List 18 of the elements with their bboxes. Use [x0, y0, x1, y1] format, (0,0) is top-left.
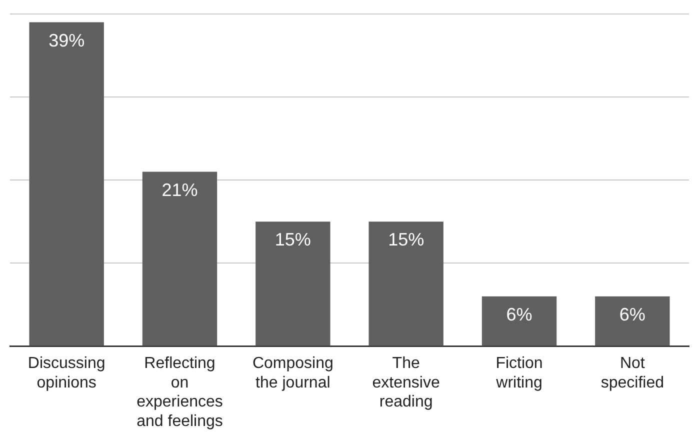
x-tick-label: Discussing opinions — [28, 355, 106, 392]
data-label: 39% — [48, 30, 85, 50]
x-tick-label: Reflecting on experiences and feelings — [136, 355, 223, 430]
bar — [29, 22, 104, 346]
bar — [368, 222, 444, 346]
bar — [142, 172, 218, 346]
data-label: 15% — [274, 230, 311, 250]
bar — [482, 296, 557, 346]
x-tick-label: Fiction writing — [495, 355, 543, 392]
bar — [595, 296, 670, 346]
data-label: 6% — [506, 304, 532, 324]
data-label: 21% — [162, 180, 198, 200]
x-tick-label: Composing the journal — [252, 355, 334, 392]
x-tick-label: The extensive reading — [372, 355, 440, 411]
x-tick-label: Not specified — [600, 355, 664, 392]
bar — [256, 222, 330, 346]
data-label: 15% — [388, 230, 424, 250]
data-label: 6% — [619, 304, 646, 324]
